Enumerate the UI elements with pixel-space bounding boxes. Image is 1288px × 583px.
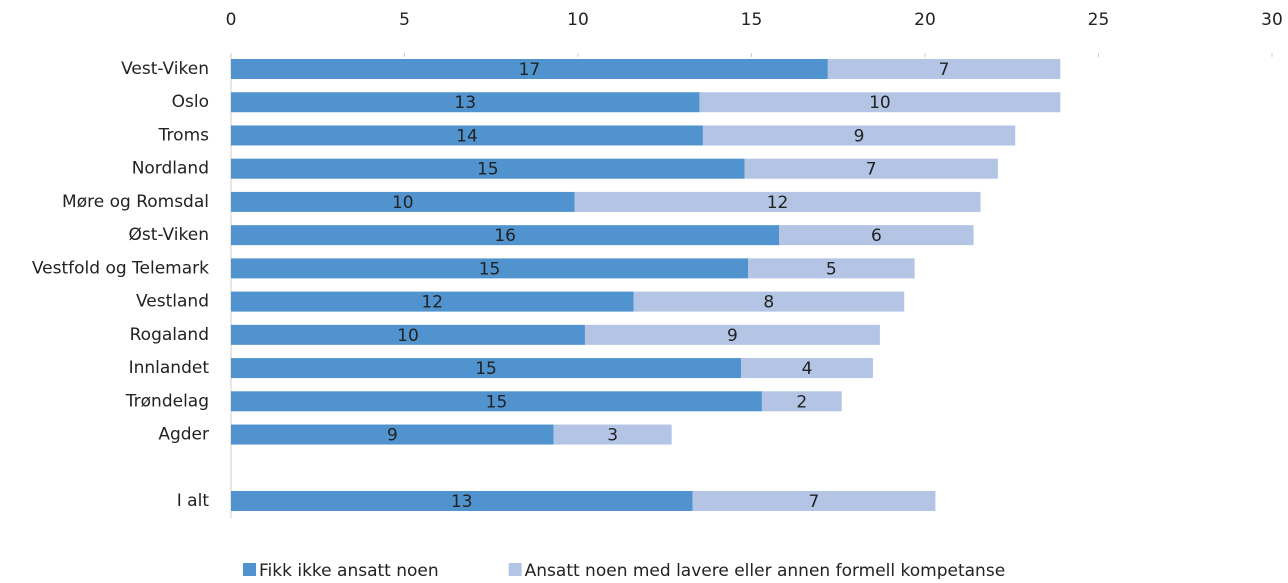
bar-segment: [231, 258, 749, 279]
y-tick-label: Trøndelag: [125, 391, 209, 411]
value-label: 15: [486, 392, 508, 412]
bar-segment: [231, 92, 700, 113]
y-tick-label: Vestland: [136, 292, 209, 312]
bar-segment: [231, 391, 762, 412]
bar-segment: [231, 59, 828, 79]
value-label: 5: [826, 259, 837, 279]
y-tick-label: Vestfold og Telemark: [32, 258, 209, 278]
legend-label: Fikk ikke ansatt noen: [259, 561, 439, 579]
bar-segment: [741, 358, 873, 379]
value-label: 15: [477, 160, 499, 180]
bar-segment: [231, 191, 575, 212]
y-tick-label: Vest-Viken: [121, 59, 209, 79]
value-label: 12: [421, 293, 443, 313]
legend-swatch: [243, 563, 256, 576]
y-tick-label: Troms: [158, 125, 209, 145]
y-tick-label: Innlandet: [129, 358, 210, 378]
value-label: 7: [809, 492, 820, 512]
x-tick-label: 15: [741, 10, 763, 30]
bar-segment: [748, 258, 915, 279]
x-tick-label: 5: [399, 10, 410, 30]
y-tick-label: I alt: [177, 491, 210, 511]
value-label: 15: [479, 259, 501, 279]
value-label: 16: [494, 226, 516, 246]
legend-swatch: [508, 563, 522, 576]
value-label: 10: [392, 193, 414, 213]
value-label: 4: [802, 359, 813, 379]
value-label: 2: [796, 392, 807, 412]
value-label: 15: [475, 359, 497, 379]
bar-segment: [584, 324, 880, 345]
value-label: 12: [767, 193, 789, 213]
bar-segment: [231, 225, 780, 246]
value-label: 9: [727, 326, 738, 346]
value-label: 13: [451, 492, 473, 512]
bar-segment: [231, 158, 745, 179]
bar-segment: [699, 92, 1061, 113]
bar-segment: [761, 391, 842, 412]
y-tick-label: Møre og Romsdal: [62, 192, 209, 212]
y-tick-label: Nordland: [132, 159, 209, 179]
bar-segment: [779, 225, 974, 246]
y-tick-label: Oslo: [172, 92, 209, 112]
bar-segment: [231, 324, 585, 345]
bar-segment: [744, 158, 998, 179]
value-label: 14: [456, 126, 478, 146]
bar-segment: [231, 358, 742, 379]
value-label: 9: [387, 426, 398, 446]
value-label: 7: [866, 160, 877, 180]
value-label: 10: [397, 326, 419, 346]
x-tick-label: 25: [1088, 10, 1110, 30]
x-tick-label: 0: [226, 10, 237, 30]
x-tick-label: 30: [1261, 10, 1283, 30]
value-label: 3: [607, 426, 618, 446]
bar-segment: [702, 125, 1016, 146]
bar-segment: [231, 424, 554, 445]
bar-segment: [574, 191, 981, 212]
bar-segment: [692, 490, 936, 511]
bar-segment: [231, 291, 634, 312]
x-tick-label: 10: [567, 10, 589, 30]
y-tick-label: Øst-Viken: [129, 225, 210, 245]
value-label: 7: [939, 60, 950, 80]
x-tick-label: 20: [914, 10, 936, 30]
bar-segment: [827, 59, 1061, 79]
y-tick-label: Agder: [158, 425, 209, 445]
bar-segment: [231, 490, 693, 511]
bar-segment: [553, 424, 672, 445]
value-label: 9: [854, 126, 865, 146]
value-label: 6: [871, 226, 882, 246]
value-label: 8: [763, 293, 774, 313]
legend-label: Ansatt noen med lavere eller annen forme…: [525, 561, 1006, 579]
value-label: 17: [519, 60, 541, 80]
y-tick-label: Rogaland: [130, 325, 209, 345]
bar-segment: [633, 291, 905, 312]
bar-segment: [231, 125, 703, 146]
value-label: 13: [454, 93, 476, 113]
value-label: 10: [869, 93, 891, 113]
